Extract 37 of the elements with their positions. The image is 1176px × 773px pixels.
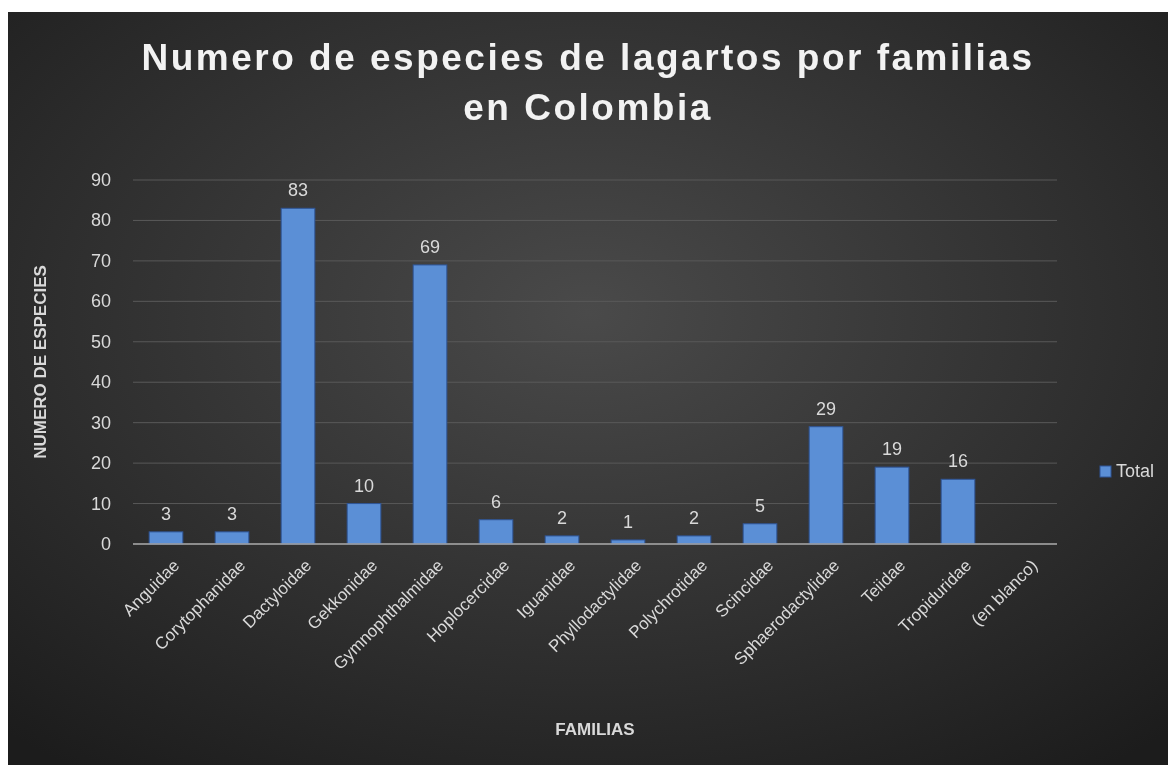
bar bbox=[742, 523, 778, 545]
y-tick-label: 80 bbox=[90, 210, 111, 231]
y-tick-label: 0 bbox=[100, 534, 111, 554]
chart-title: Numero de especies de lagartos por familias en Colombia bbox=[141, 37, 1035, 128]
data-label: 69 bbox=[419, 236, 441, 257]
data-label: 16 bbox=[947, 451, 969, 472]
y-tick-label: 50 bbox=[90, 331, 111, 352]
data-label: 83 bbox=[287, 180, 309, 201]
y-tick-label: 30 bbox=[90, 412, 111, 433]
y-tick-label: 10 bbox=[90, 493, 111, 514]
bar bbox=[874, 466, 910, 545]
data-label: 10 bbox=[353, 475, 375, 496]
bar bbox=[214, 531, 250, 545]
data-label: 19 bbox=[881, 439, 903, 460]
bar bbox=[940, 478, 976, 545]
data-label: 3 bbox=[160, 503, 172, 524]
data-label: 2 bbox=[688, 507, 700, 528]
data-label: 5 bbox=[754, 495, 766, 516]
bar bbox=[148, 531, 184, 545]
x-axis-title: FAMILIAS bbox=[555, 720, 635, 739]
data-label: 2 bbox=[556, 507, 568, 528]
y-axis-title: NUMERO DE ESPECIES bbox=[31, 265, 50, 459]
y-tick-label: 90 bbox=[90, 170, 111, 190]
bar bbox=[808, 426, 844, 545]
bar bbox=[412, 264, 448, 545]
y-tick-label: 40 bbox=[90, 372, 111, 393]
y-tick-label: 60 bbox=[90, 291, 111, 312]
data-label: 29 bbox=[815, 398, 837, 419]
bar bbox=[280, 207, 316, 545]
y-tick-label: 70 bbox=[90, 250, 111, 271]
data-label: 6 bbox=[490, 491, 502, 512]
bar bbox=[346, 503, 382, 545]
bar bbox=[478, 519, 514, 545]
legend-label: Total bbox=[1116, 461, 1155, 481]
data-label: 1 bbox=[622, 511, 634, 532]
y-tick-label: 20 bbox=[90, 453, 111, 474]
data-label: 3 bbox=[226, 503, 238, 524]
